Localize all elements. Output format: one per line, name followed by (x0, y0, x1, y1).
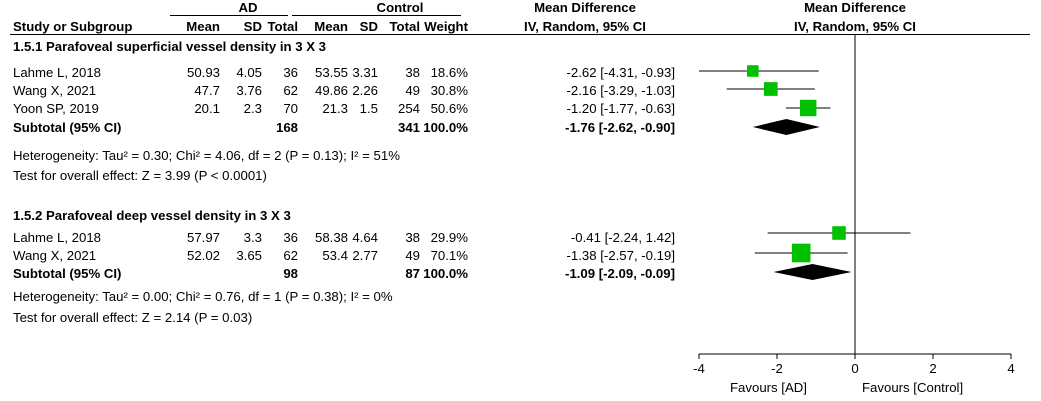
study-name: Wang X, 2021 (13, 248, 97, 263)
sd1-cell: 3.65 (236, 248, 262, 263)
total1-cell: 36 (283, 230, 298, 245)
favours-left-label: Favours [AD] (730, 380, 807, 395)
x-tick-label: 4 (1007, 361, 1014, 376)
subtotal-ci: -1.09 [-2.09, -0.09] (565, 266, 675, 281)
ci-cell: -2.62 [-4.31, -0.93] (566, 65, 676, 80)
weight-cell: 70.1% (430, 248, 468, 263)
sd1-cell: 4.05 (236, 65, 262, 80)
heterogeneity-text: Heterogeneity: Tau² = 0.30; Chi² = 4.06,… (13, 148, 400, 163)
total1-cell: 62 (283, 83, 298, 98)
weight-cell: 50.6% (430, 101, 468, 116)
header-rule (10, 34, 1030, 35)
subgroup-title: 1.5.2 Parafoveal deep vessel density in … (13, 208, 291, 223)
total2-header: Total (389, 19, 420, 34)
subtotal-label: Subtotal (95% CI) (13, 120, 122, 135)
mean2-cell: 53.55 (314, 65, 348, 80)
subtotal-total1: 98 (283, 266, 298, 281)
group2-underline (292, 15, 461, 16)
subtotal-total2: 341 (397, 120, 420, 135)
group1-underline (170, 15, 288, 16)
ci-cell: -2.16 [-3.29, -1.03] (566, 83, 676, 98)
heterogeneity-text: Heterogeneity: Tau² = 0.00; Chi² = 0.76,… (13, 289, 393, 304)
overall-effect-text: Test for overall effect: Z = 2.14 (P = 0… (13, 310, 253, 325)
x-tick-label: 2 (929, 361, 936, 376)
sd1-cell: 3.76 (236, 83, 262, 98)
ci-cell: -1.20 [-1.77, -0.63] (566, 101, 676, 116)
ci-cell: -1.38 [-2.57, -0.19] (566, 248, 676, 263)
subtotal-ci: -1.76 [-2.62, -0.90] (565, 120, 675, 135)
mean2-header: Mean (314, 19, 348, 34)
sd1-cell: 2.3 (243, 101, 262, 116)
total2-cell: 49 (405, 248, 420, 263)
subtotal-weight: 100.0% (423, 120, 468, 135)
total1-cell: 36 (283, 65, 298, 80)
study-name: Wang X, 2021 (13, 83, 97, 98)
subtotal-total2: 87 (405, 266, 420, 281)
total2-cell: 49 (405, 83, 420, 98)
subtotal-diamond (773, 264, 852, 280)
sd2-cell: 4.64 (352, 230, 378, 245)
mean1-header: Mean (186, 19, 220, 34)
subtotal-label: Subtotal (95% CI) (13, 266, 122, 281)
group2-header: Control (376, 0, 424, 15)
mean2-cell: 53.4 (322, 248, 348, 263)
mean2-cell: 21.3 (322, 101, 348, 116)
sd2-cell: 1.5 (359, 101, 378, 116)
mean1-cell: 50.93 (186, 65, 220, 80)
study-column-header: Study or Subgroup (13, 19, 133, 34)
subtotal-diamond (752, 119, 820, 135)
total2-cell: 38 (405, 230, 420, 245)
md-title: Mean Difference (534, 0, 636, 15)
study-name: Lahme L, 2018 (13, 65, 101, 80)
x-tick-label: 0 (851, 361, 858, 376)
overall-effect-text: Test for overall effect: Z = 3.99 (P < 0… (13, 168, 267, 183)
sd2-header: SD (359, 19, 378, 34)
mean1-cell: 20.1 (194, 101, 220, 116)
study-point-marker (791, 243, 811, 263)
study-point-marker (763, 82, 778, 96)
mean2-cell: 58.38 (314, 230, 348, 245)
study-point-marker (832, 226, 846, 240)
total1-header: Total (267, 19, 298, 34)
study-name: Lahme L, 2018 (13, 230, 101, 245)
x-tick-label: -2 (771, 361, 783, 376)
study-point-marker (799, 99, 817, 117)
weight-cell: 18.6% (430, 65, 468, 80)
subtotal-total1: 168 (275, 120, 298, 135)
weight-header: Weight (424, 19, 468, 34)
plot-title: Mean Difference (804, 0, 906, 15)
x-tick-label: -4 (693, 361, 705, 376)
sd1-cell: 3.3 (243, 230, 262, 245)
mean1-cell: 52.02 (186, 248, 220, 263)
weight-cell: 29.9% (430, 230, 468, 245)
subgroup-title: 1.5.1 Parafoveal superficial vessel dens… (13, 39, 327, 54)
mean1-cell: 47.7 (194, 83, 220, 98)
weight-cell: 30.8% (430, 83, 468, 98)
total1-cell: 62 (283, 248, 298, 263)
sd2-cell: 2.77 (352, 248, 378, 263)
subtotal-weight: 100.0% (423, 266, 468, 281)
mean2-cell: 49.86 (314, 83, 348, 98)
sd2-cell: 2.26 (352, 83, 378, 98)
group1-header: AD (238, 0, 258, 15)
favours-right-label: Favours [Control] (862, 380, 964, 395)
study-name: Yoon SP, 2019 (13, 101, 99, 116)
total2-cell: 254 (397, 101, 420, 116)
plot-method-header: IV, Random, 95% CI (794, 19, 916, 34)
mean1-cell: 57.97 (186, 230, 220, 245)
md-method-header: IV, Random, 95% CI (524, 19, 646, 34)
total2-cell: 38 (405, 65, 420, 80)
sd1-header: SD (243, 19, 262, 34)
ci-cell: -0.41 [-2.24, 1.42] (570, 230, 675, 245)
study-point-marker (747, 65, 759, 77)
total1-cell: 70 (283, 101, 298, 116)
sd2-cell: 3.31 (352, 65, 378, 80)
